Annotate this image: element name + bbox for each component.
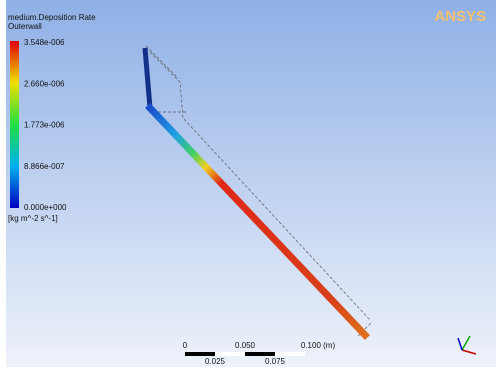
border [0, 0, 6, 367]
scale-label: 0.075 [265, 357, 286, 366]
logo: ANSYS [434, 8, 486, 25]
background [0, 0, 496, 367]
legend-label: 2.660e-006 [24, 79, 65, 88]
scale-label: 0.025 [205, 357, 226, 366]
legend-label: 1.773e-006 [24, 121, 65, 130]
scale-label: 0 [183, 341, 188, 350]
legend-variable: medium.Deposition Rate [8, 13, 96, 22]
viewport: medium.Deposition Rate Outerwall 3.548e-… [0, 0, 496, 367]
legend-label: 0.000e+000 [24, 203, 67, 212]
legend-location: Outerwall [8, 22, 42, 31]
scale-label: 0.100 (m) [301, 341, 336, 350]
legend-units: [kg m^-2 s^-1] [8, 214, 58, 223]
color-bar [10, 41, 19, 208]
legend-label: 8.866e-007 [24, 162, 65, 171]
scale-label: 0.050 [235, 341, 256, 350]
legend-label: 3.548e-006 [24, 38, 65, 47]
scale-bar [185, 352, 305, 356]
